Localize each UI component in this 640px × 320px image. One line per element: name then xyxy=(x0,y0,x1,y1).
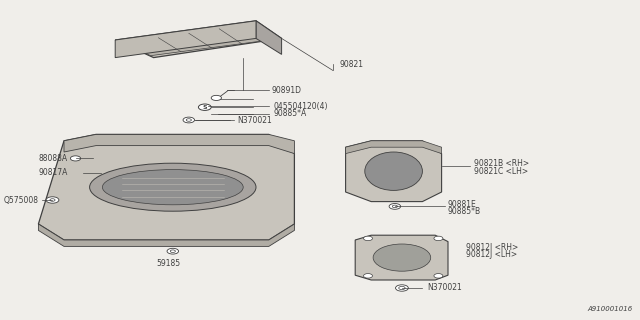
Text: 88088A: 88088A xyxy=(38,154,68,163)
Ellipse shape xyxy=(373,244,431,271)
Text: 90812J <LH>: 90812J <LH> xyxy=(466,250,517,259)
Polygon shape xyxy=(64,134,294,154)
Polygon shape xyxy=(256,21,282,54)
Text: N370021: N370021 xyxy=(428,284,462,292)
Circle shape xyxy=(396,285,408,291)
Polygon shape xyxy=(38,224,294,246)
Circle shape xyxy=(183,117,195,123)
Text: S: S xyxy=(202,105,207,110)
Circle shape xyxy=(389,204,401,209)
Text: 90891D: 90891D xyxy=(272,86,302,95)
Ellipse shape xyxy=(102,170,243,205)
Circle shape xyxy=(434,274,443,278)
Text: A910001016: A910001016 xyxy=(587,306,632,312)
Polygon shape xyxy=(128,24,272,56)
Text: 59185: 59185 xyxy=(156,259,180,268)
Text: 90821B <RH>: 90821B <RH> xyxy=(474,159,529,168)
Text: 90812I <RH>: 90812I <RH> xyxy=(466,243,518,252)
Text: Q575008: Q575008 xyxy=(3,196,38,204)
Text: 045504120(4): 045504120(4) xyxy=(273,102,328,111)
Circle shape xyxy=(364,274,372,278)
Polygon shape xyxy=(115,21,256,58)
Polygon shape xyxy=(115,21,282,58)
Circle shape xyxy=(211,95,221,100)
Ellipse shape xyxy=(90,163,256,211)
Text: N370021: N370021 xyxy=(237,116,271,124)
Text: 90885*A: 90885*A xyxy=(273,109,307,118)
Circle shape xyxy=(434,236,443,241)
Circle shape xyxy=(70,156,81,161)
Polygon shape xyxy=(346,141,442,154)
Circle shape xyxy=(198,104,211,110)
Circle shape xyxy=(46,197,59,203)
Text: 90821: 90821 xyxy=(339,60,364,68)
Polygon shape xyxy=(38,134,294,240)
Polygon shape xyxy=(346,141,442,202)
Circle shape xyxy=(167,248,179,254)
Circle shape xyxy=(364,236,372,241)
Text: 90881E: 90881E xyxy=(448,200,477,209)
Polygon shape xyxy=(355,235,448,280)
Ellipse shape xyxy=(365,152,422,190)
Text: 90817A: 90817A xyxy=(38,168,68,177)
Text: 90821C <LH>: 90821C <LH> xyxy=(474,167,528,176)
Text: 90885*B: 90885*B xyxy=(448,207,481,216)
